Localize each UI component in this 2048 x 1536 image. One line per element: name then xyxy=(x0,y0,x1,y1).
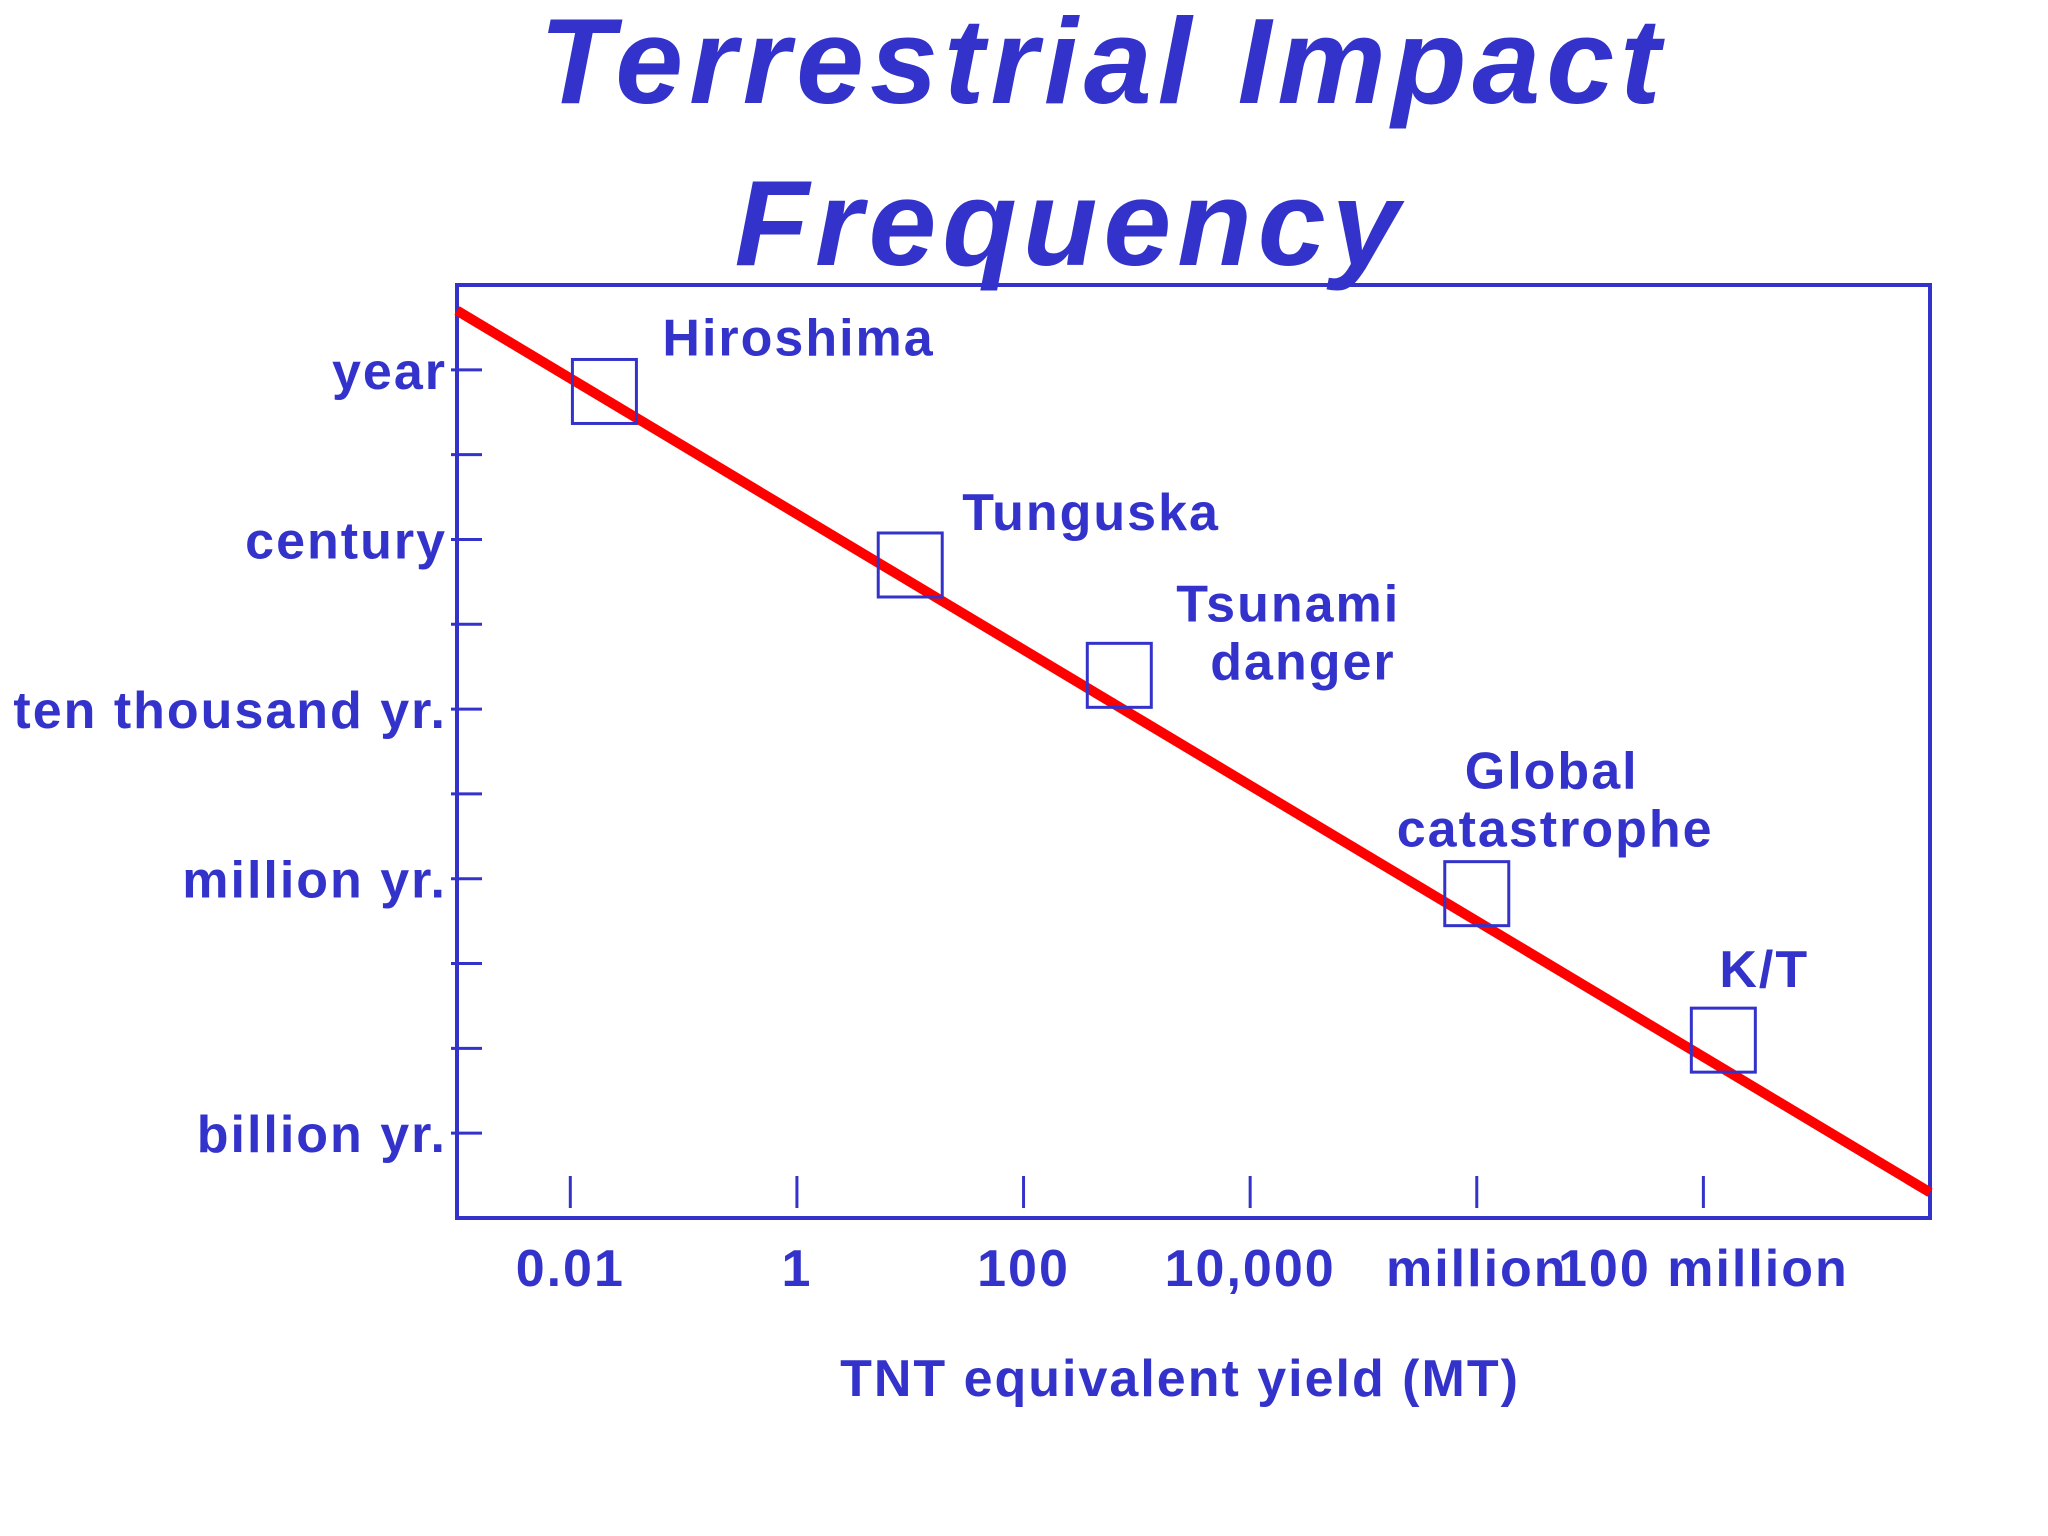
event-marker xyxy=(1689,1006,1757,1074)
y-tick-label: ten thousand yr. xyxy=(13,682,447,740)
y-axis: year century ten thousand yr. million yr. bi… xyxy=(13,343,482,1164)
x-tick-label: 1 xyxy=(781,1240,812,1298)
x-axis-label: TNT equivalent yield (MT) xyxy=(840,1350,1520,1408)
event-label: Global catastrophe xyxy=(1397,743,1714,859)
x-tick-label: 0.01 xyxy=(516,1240,625,1298)
x-tick-label: million xyxy=(1386,1240,1568,1298)
trend-line-group xyxy=(454,306,1933,1197)
event-marker xyxy=(876,531,944,599)
y-tick-label: year xyxy=(332,343,447,401)
x-tick-label: 100 xyxy=(977,1240,1070,1298)
event-label: K/T xyxy=(1719,941,1809,999)
y-tick-label: million yr. xyxy=(182,852,447,910)
chart-title-line-1: Terrestrial Impact xyxy=(539,0,1666,129)
chart-title: Terrestrial Impact Frequency xyxy=(539,0,1666,291)
y-tick-label: century xyxy=(245,512,447,570)
x-tick-label: 10,000 xyxy=(1165,1240,1336,1298)
y-tick-label: billion yr. xyxy=(197,1106,447,1164)
event-label: Tsunami danger xyxy=(1176,575,1400,691)
trend-line xyxy=(454,306,1933,1197)
event-markers: Hiroshima Tunguska Tsunami danger Global cata… xyxy=(570,309,1809,1074)
chart-title-line-2: Frequency xyxy=(735,155,1406,291)
event-label: Tunguska xyxy=(962,484,1220,542)
plot-frame xyxy=(455,283,1932,1220)
event-marker xyxy=(570,357,638,425)
x-tick-label: 100 million xyxy=(1558,1240,1849,1298)
event-marker xyxy=(1443,860,1511,928)
event-label: Hiroshima xyxy=(662,309,934,367)
event-marker xyxy=(1085,641,1153,709)
